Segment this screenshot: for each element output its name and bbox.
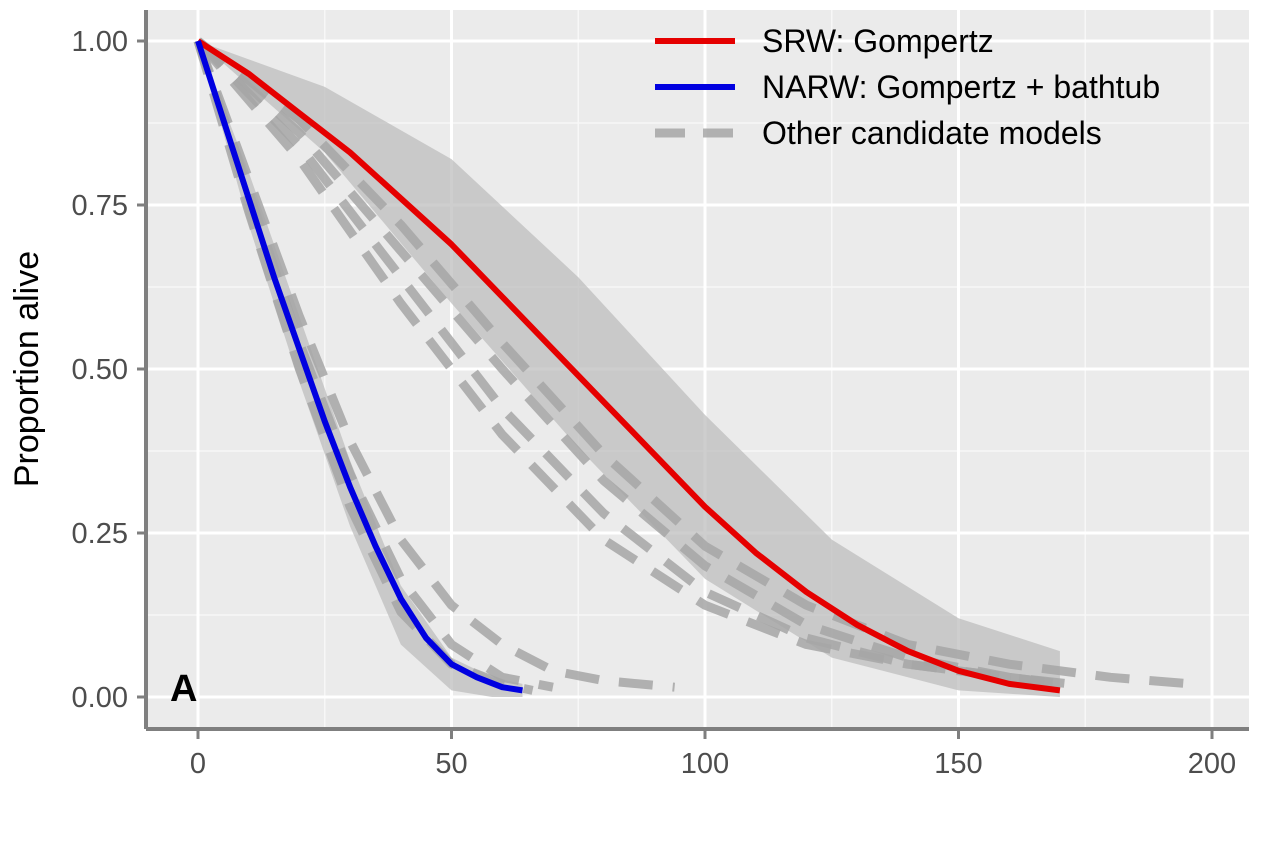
y-tick-label: 1.00 (72, 26, 128, 58)
y-axis-ticks: 0.00 0.25 0.50 0.75 1.00 (72, 26, 146, 714)
legend-label-2: NARW: Gompertz + bathtub (762, 69, 1160, 105)
y-tick-label: 0.50 (72, 354, 128, 386)
confidence-band-srw (198, 41, 1060, 697)
x-tick-label: 100 (681, 748, 729, 780)
candidate-model-line (195, 37, 1193, 689)
candidate-model-line (193, 39, 534, 695)
candidate-model-line (194, 37, 1061, 689)
x-tick-label: 150 (934, 748, 982, 780)
x-tick-label: 50 (435, 748, 467, 780)
x-axis-ticks: 0 50 100 150 200 (190, 729, 1236, 780)
legend-label-3: Other candidate models (762, 115, 1102, 151)
x-tick-label: 0 (190, 748, 206, 780)
y-tick-label: 0.25 (72, 518, 128, 550)
legend: SRW: Gompertz NARW: Gompertz + bathtub Oth… (655, 23, 1160, 151)
confidence-bands (198, 41, 1060, 697)
legend-label-1: SRW: Gompertz (762, 23, 994, 59)
series-line-srw (196, 38, 1061, 694)
y-axis-title: Proportion alive (8, 251, 46, 487)
series-line-narw (195, 40, 523, 694)
y-tick-label: 0.75 (72, 190, 128, 222)
y-tick-label: 0.00 (72, 682, 128, 714)
panel-label: A (170, 668, 197, 710)
candidate-model-line (193, 39, 676, 692)
x-tick-label: 200 (1188, 748, 1236, 780)
candidate-model-line (194, 37, 1071, 689)
series-lines (193, 37, 1193, 695)
